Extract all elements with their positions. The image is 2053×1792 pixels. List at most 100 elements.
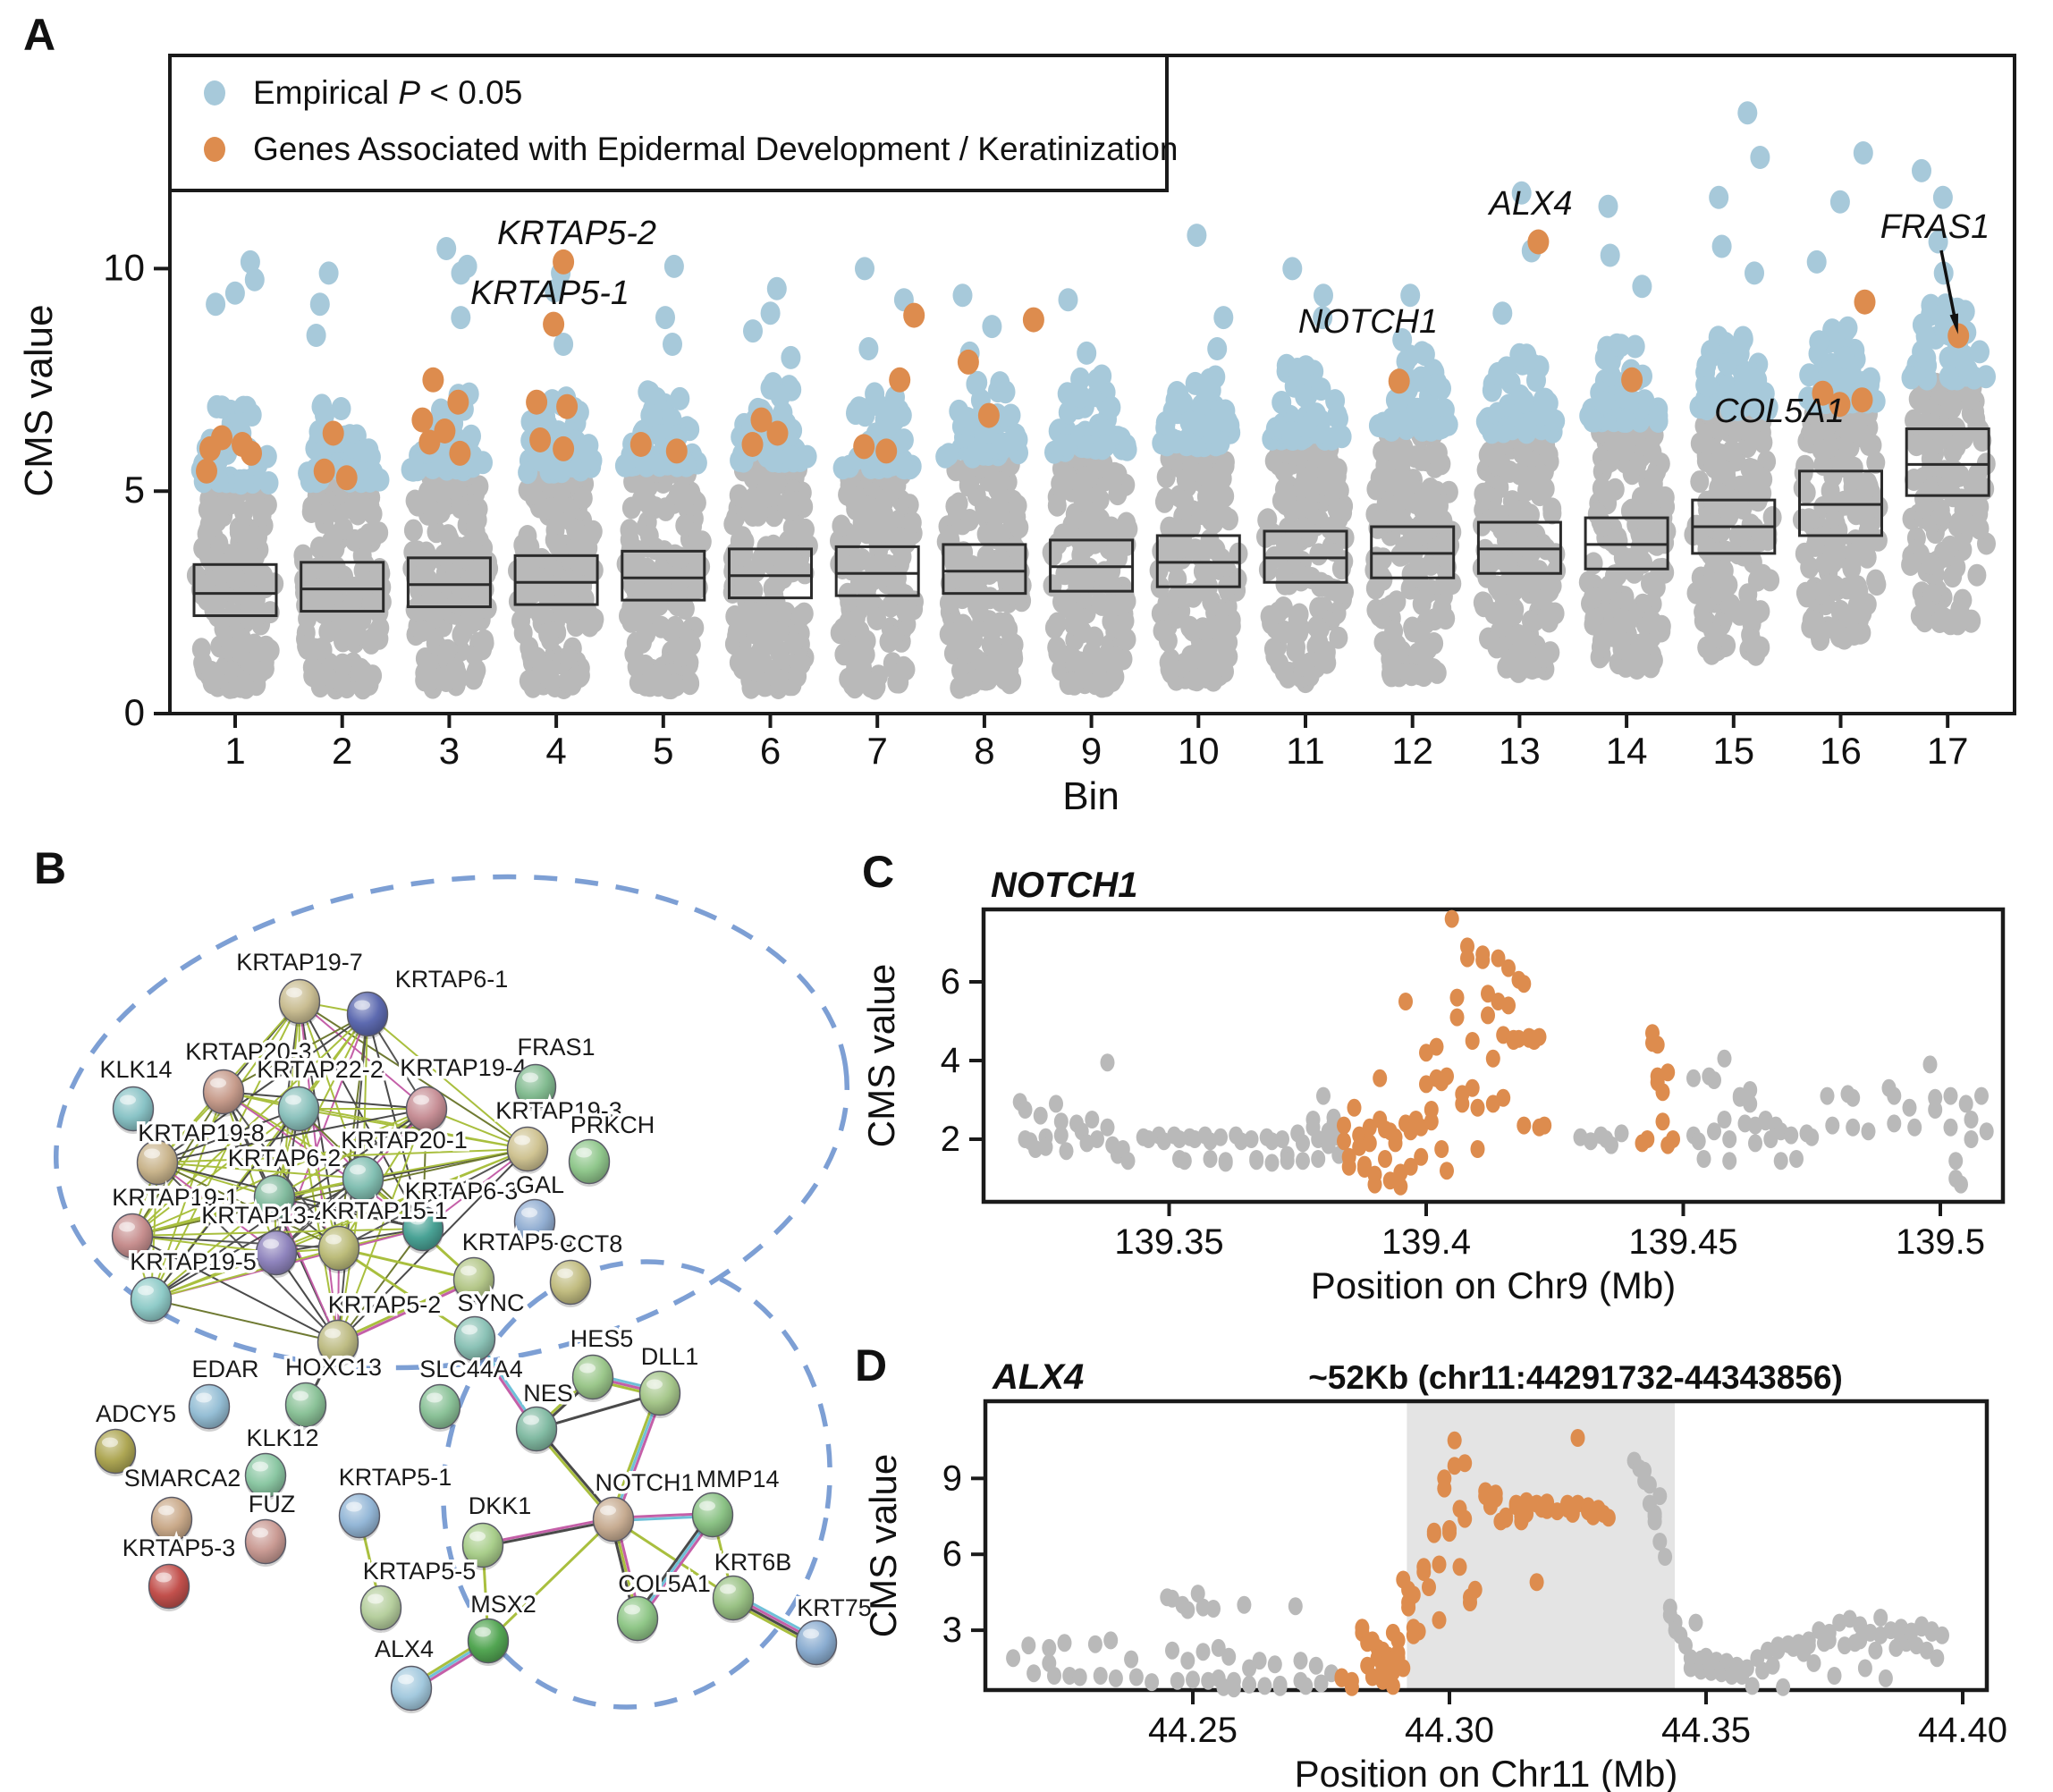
node-krtap15-1 bbox=[317, 1225, 360, 1272]
data-point-gray bbox=[1072, 1668, 1087, 1686]
data-point-gray bbox=[1070, 651, 1090, 674]
data-point-orange bbox=[1444, 909, 1459, 928]
data-point-orange bbox=[1440, 1162, 1454, 1180]
data-point-gray bbox=[1197, 660, 1217, 683]
data-point-gray bbox=[1907, 1118, 1922, 1137]
data-point-gray bbox=[1047, 494, 1067, 517]
data-point-gray bbox=[1412, 448, 1432, 471]
data-point-orange bbox=[1388, 1134, 1403, 1153]
data-point-blue bbox=[1806, 249, 1827, 274]
data-point-orange bbox=[766, 420, 789, 446]
node-label-krtap22-2: KRTAP22-2 bbox=[257, 1056, 384, 1083]
data-point-gray bbox=[860, 675, 880, 698]
data-point-gray bbox=[1201, 471, 1221, 494]
data-point-orange bbox=[977, 402, 1000, 428]
data-point-blue bbox=[244, 267, 265, 292]
data-point-gray bbox=[231, 675, 250, 698]
node-label-dkk1: DKK1 bbox=[469, 1492, 532, 1519]
node-highlight bbox=[252, 1527, 268, 1538]
data-point-gray bbox=[438, 524, 458, 547]
data-point-gray bbox=[1627, 452, 1647, 476]
data-point-gray bbox=[621, 610, 641, 633]
node-label-krtap6-1: KRTAP6-1 bbox=[395, 966, 509, 993]
data-point-gray bbox=[1252, 1652, 1267, 1670]
data-point-orange bbox=[1655, 1112, 1670, 1131]
data-point-gray bbox=[1093, 1667, 1108, 1685]
data-point-gray bbox=[1218, 1154, 1233, 1172]
data-point-gray bbox=[1072, 537, 1092, 561]
panel-label-c: C bbox=[862, 847, 895, 897]
data-point-gray bbox=[1043, 574, 1062, 597]
data-point-gray bbox=[1765, 1656, 1780, 1675]
node-prkch bbox=[568, 1138, 611, 1185]
data-point-gray bbox=[958, 640, 977, 664]
data-point-gray bbox=[1033, 1106, 1048, 1125]
data-point-gray bbox=[902, 511, 922, 534]
data-point-gray bbox=[874, 520, 893, 543]
data-point-blue bbox=[1711, 234, 1732, 258]
data-point-blue bbox=[1944, 344, 1964, 368]
node-highlight bbox=[346, 1501, 362, 1512]
x-tick-label: 139.4 bbox=[1381, 1222, 1471, 1262]
data-point-gray bbox=[1008, 494, 1027, 517]
node-notch1 bbox=[592, 1496, 635, 1543]
data-point-gray bbox=[796, 518, 815, 541]
data-point-blue bbox=[1594, 346, 1615, 370]
data-point-orange bbox=[903, 302, 925, 328]
node-highlight bbox=[368, 1593, 384, 1604]
data-point-blue bbox=[1610, 334, 1631, 358]
data-point-gray bbox=[1827, 618, 1846, 641]
data-point-gray bbox=[1487, 636, 1507, 659]
data-point-blue bbox=[760, 301, 781, 325]
node-label-krtap13-4: KRTAP13-4 bbox=[201, 1202, 328, 1229]
data-point-blue bbox=[1531, 402, 1550, 427]
data-point-blue bbox=[369, 468, 390, 492]
node-label-fras1: FRAS1 bbox=[517, 1034, 595, 1061]
y-tick-label: 4 bbox=[941, 1041, 960, 1080]
data-point-gray bbox=[846, 656, 866, 680]
data-point-gray bbox=[1412, 592, 1432, 615]
data-point-gray bbox=[1967, 563, 1987, 587]
data-point-gray bbox=[748, 503, 768, 527]
node-highlight bbox=[720, 1584, 736, 1594]
data-point-gray bbox=[1613, 608, 1633, 631]
data-point-gray bbox=[1816, 418, 1836, 441]
data-point-gray bbox=[1793, 477, 1812, 500]
data-point-gray bbox=[858, 511, 878, 534]
data-point-gray bbox=[1688, 1613, 1703, 1632]
data-point-gray bbox=[977, 500, 996, 523]
data-point-orange bbox=[422, 367, 444, 393]
data-point-gray bbox=[1647, 1512, 1662, 1531]
node-label-krtap15-1: KRTAP15-1 bbox=[321, 1197, 448, 1224]
data-point-gray bbox=[1156, 465, 1176, 488]
data-point-blue bbox=[1169, 383, 1189, 407]
data-point-gray bbox=[1302, 567, 1322, 589]
data-point-gray bbox=[675, 597, 695, 621]
data-point-gray bbox=[727, 620, 747, 643]
data-point-gray bbox=[1498, 519, 1517, 542]
data-point-gray bbox=[622, 573, 642, 596]
y-axis-title: CMS value bbox=[862, 1454, 904, 1637]
data-point-blue bbox=[1632, 275, 1652, 299]
data-point-gray bbox=[1320, 517, 1339, 540]
data-point-gray bbox=[519, 670, 538, 692]
data-point-gray bbox=[1077, 510, 1096, 533]
data-point-gray bbox=[1330, 498, 1348, 521]
data-point-gray bbox=[1316, 463, 1336, 486]
data-point-blue bbox=[1829, 190, 1850, 214]
data-point-gray bbox=[1652, 614, 1671, 638]
y-tick-label: 0 bbox=[124, 691, 145, 733]
data-point-blue bbox=[451, 261, 471, 285]
data-point-blue bbox=[1272, 391, 1292, 414]
data-point-orange bbox=[1465, 1078, 1480, 1097]
node-highlight bbox=[646, 1379, 663, 1390]
data-point-gray bbox=[478, 551, 497, 574]
data-point-gray bbox=[665, 673, 685, 697]
data-point-gray bbox=[1106, 646, 1126, 669]
data-point-blue bbox=[760, 376, 781, 400]
data-point-blue bbox=[893, 428, 914, 452]
data-point-gray bbox=[773, 566, 793, 589]
data-point-gray bbox=[788, 664, 807, 688]
data-point-gray bbox=[1186, 1670, 1200, 1689]
data-point-gray bbox=[1099, 571, 1119, 595]
